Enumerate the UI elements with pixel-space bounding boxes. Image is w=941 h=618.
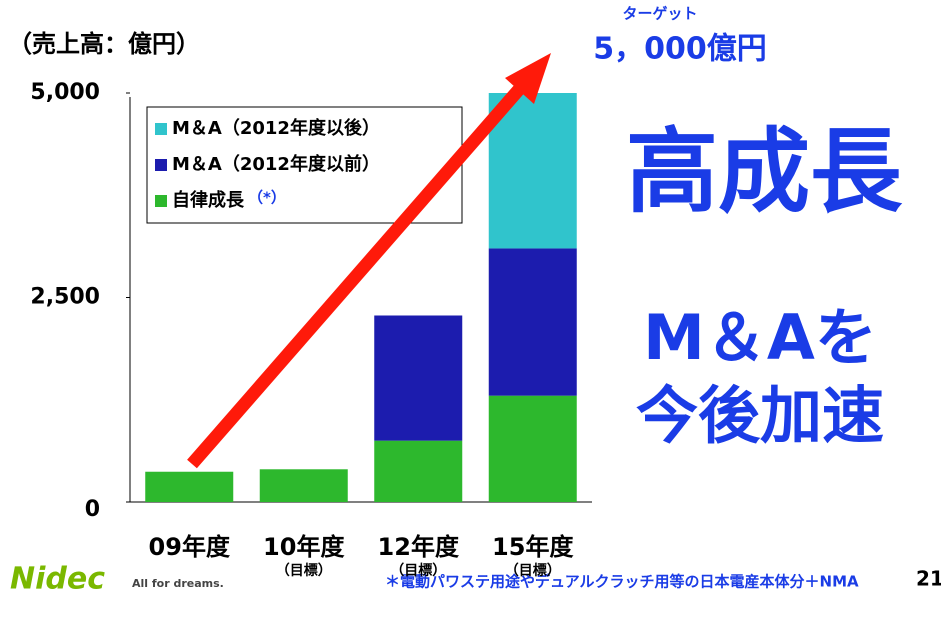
bar-segment [374,315,463,441]
bar-segment [259,469,348,502]
headline: 高成長 [626,118,903,225]
legend-label: M＆A（2012年度以前） [172,153,380,175]
target-value: 5，000億円 [593,32,767,67]
logo: Nidec [10,562,105,597]
message-line: 今後加速 [636,379,884,452]
bars [145,93,577,502]
growth-arrow [187,81,527,469]
tagline: All for dreams. [132,577,224,590]
bar-segment [374,440,463,502]
y-tick-label: 0 [85,497,100,522]
x-tick-note: （目標） [276,562,332,579]
y-tick-label: 2,500 [30,285,100,310]
x-tick-label: 09年度 [149,533,231,561]
footnote: ＊電動パワステ用途やデュアルクラッチ用等の日本電産本体分＋NMA [385,573,859,591]
chart-title: （売上高：億円） [8,30,200,58]
bar-segment [145,471,234,502]
x-tick-label: 12年度 [378,533,460,561]
message-line: M＆Aを [643,301,877,374]
target-label: ターゲット [622,5,697,23]
bar-segment [488,93,577,249]
bar-segment [488,248,577,396]
legend-label: 自律成長 [172,189,245,211]
x-tick-note: （目標） [390,562,446,579]
legend: M＆A（2012年度以後） M＆A（2012年度以前） 自律成長 （*） [155,117,380,211]
bar-segment [488,395,577,502]
legend-note: （*） [248,189,286,207]
legend-label: M＆A（2012年度以後） [172,117,380,139]
x-tick-label: 10年度 [263,533,345,561]
x-tick-note: （目標） [505,562,561,579]
legend-swatch [155,195,167,207]
y-tick-label: 5,000 [30,80,100,105]
x-tick-label: 15年度 [492,533,574,561]
legend-box [146,106,463,224]
arrow-head [505,53,551,104]
legend-swatch [155,159,167,171]
legend-swatch [155,123,167,135]
page-number: 21 [916,567,941,591]
